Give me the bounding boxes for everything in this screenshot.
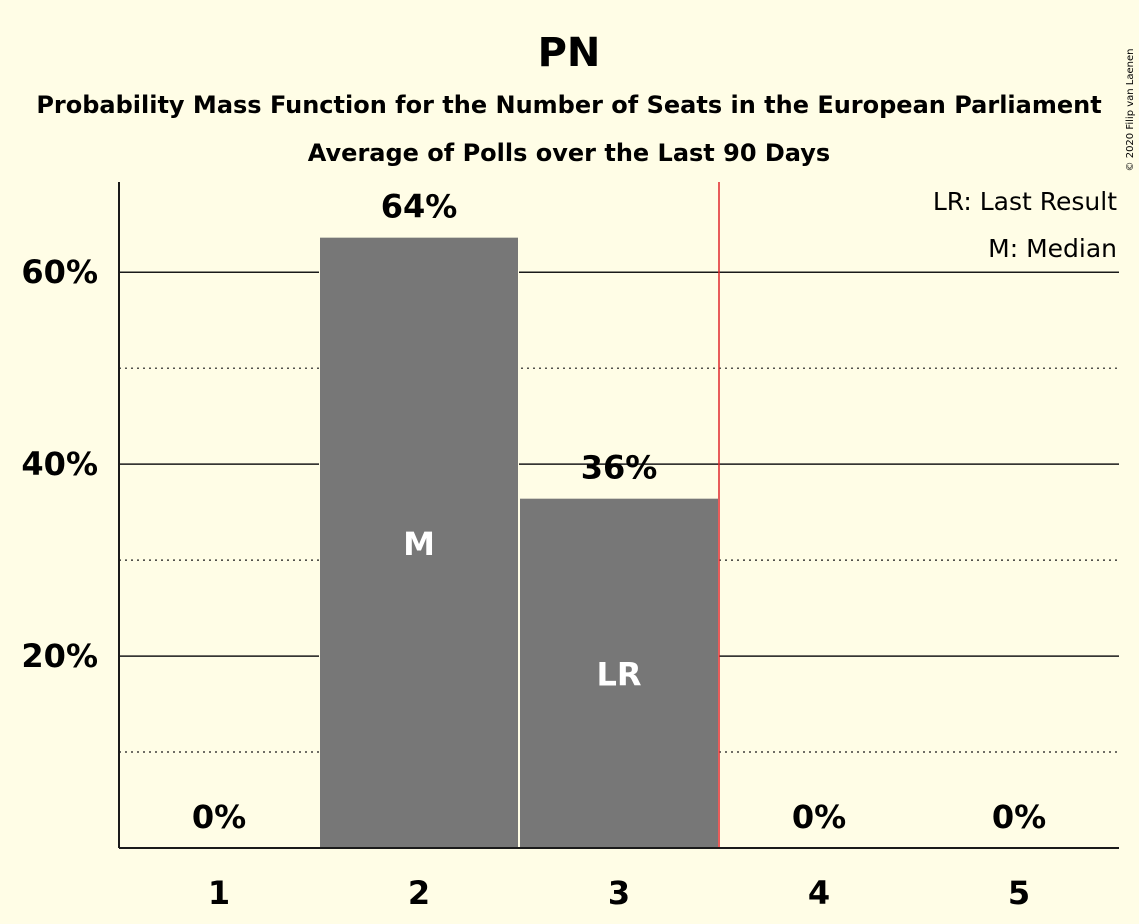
bar-3 (520, 498, 718, 848)
bar-marker-3: LR (596, 655, 641, 693)
bar-value-label-2: 64% (381, 188, 458, 226)
copyright-notice: © 2020 Filip van Laenen (1125, 49, 1136, 172)
bar-2 (320, 237, 518, 849)
axes (118, 182, 1119, 849)
legend-median: M: Median (988, 234, 1117, 263)
bar-value-label-4: 0% (792, 798, 846, 836)
x-tick-label-4: 4 (808, 874, 830, 912)
bar-value-label-1: 0% (192, 798, 246, 836)
y-tick-label-20: 20% (21, 637, 98, 675)
bar-marker-2: M (403, 525, 435, 563)
legend-last-result: LR: Last Result (933, 187, 1117, 216)
x-tick-label-1: 1 (208, 874, 230, 912)
x-tick-label-2: 2 (408, 874, 430, 912)
chart-subtitle: Probability Mass Function for the Number… (36, 91, 1101, 119)
y-tick-label-40: 40% (21, 445, 98, 483)
x-tick-label-5: 5 (1008, 874, 1030, 912)
bar-value-label-3: 36% (581, 449, 658, 487)
y-tick-label-60: 60% (21, 253, 98, 291)
bars (319, 237, 719, 849)
chart-subtitle-polls: Average of Polls over the Last 90 Days (308, 139, 830, 167)
chart-title: PN (538, 30, 601, 76)
x-tick-label-3: 3 (608, 874, 630, 912)
bar-value-label-5: 0% (992, 798, 1046, 836)
